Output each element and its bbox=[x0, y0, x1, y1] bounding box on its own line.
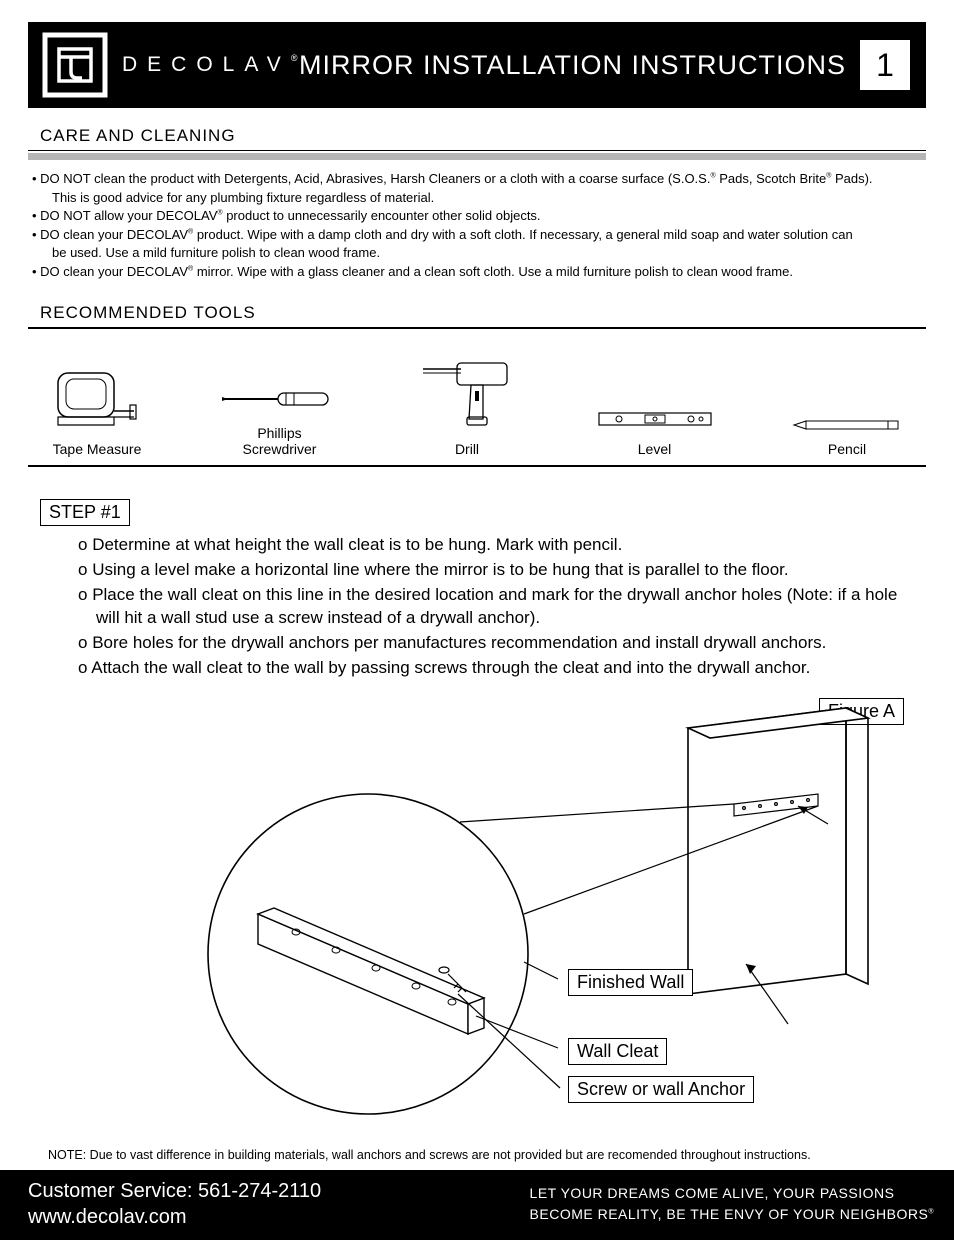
screwdriver-icon bbox=[220, 379, 340, 419]
tools-row: Tape Measure Phillips Screwdriver Dril bbox=[28, 339, 926, 465]
tool-screwdriver: Phillips Screwdriver bbox=[220, 379, 340, 457]
step-label: STEP #1 bbox=[40, 499, 130, 526]
tool-label: Pencil bbox=[792, 441, 902, 457]
drill-icon bbox=[417, 355, 517, 435]
page-title: MIRROR INSTALLATION INSTRUCTIONS bbox=[299, 50, 860, 81]
section-divider bbox=[28, 153, 926, 160]
tool-label: Level bbox=[595, 441, 715, 457]
tool-label: Phillips Screwdriver bbox=[220, 425, 340, 457]
footer-bar: Customer Service: 561-274-2110 www.decol… bbox=[0, 1170, 954, 1240]
tool-label: Tape Measure bbox=[52, 441, 142, 457]
tools-section-title: RECOMMENDED TOOLS bbox=[40, 303, 926, 323]
logo-block: DECOLAV® bbox=[28, 32, 297, 98]
care-item: DO NOT clean the product with Detergents… bbox=[28, 170, 922, 188]
figure-diagram bbox=[28, 694, 926, 1134]
step-items: Determine at what height the wall cleat … bbox=[28, 534, 926, 680]
care-item: DO clean your DECOLAV® mirror. Wipe with… bbox=[28, 263, 922, 281]
pencil-icon bbox=[792, 415, 902, 435]
care-item: DO clean your DECOLAV® product. Wipe wit… bbox=[28, 226, 922, 244]
level-icon bbox=[595, 405, 715, 435]
label-screw-anchor: Screw or wall Anchor bbox=[568, 1076, 754, 1103]
care-section-title: CARE AND CLEANING bbox=[40, 126, 926, 146]
step-item: Place the wall cleat on this line in the… bbox=[78, 584, 906, 630]
label-wall-cleat: Wall Cleat bbox=[568, 1038, 667, 1065]
website: www.decolav.com bbox=[28, 1204, 321, 1230]
tool-pencil: Pencil bbox=[792, 415, 902, 457]
tool-level: Level bbox=[595, 405, 715, 457]
tool-drill: Drill bbox=[417, 355, 517, 457]
label-finished-wall: Finished Wall bbox=[568, 969, 693, 996]
brand-text: DECOLAV® bbox=[122, 53, 297, 77]
step-item: Bore holes for the drywall anchors per m… bbox=[78, 632, 906, 655]
step-item: Attach the wall cleat to the wall by pas… bbox=[78, 657, 906, 680]
care-item: DO NOT allow your DECOLAV® product to un… bbox=[28, 207, 922, 225]
care-item: This is good advice for any plumbing fix… bbox=[28, 189, 922, 207]
care-item: be used. Use a mild furniture polish to … bbox=[28, 244, 922, 262]
footer-contact: Customer Service: 561-274-2110 www.decol… bbox=[28, 1178, 321, 1230]
step-item: Using a level make a horizontal line whe… bbox=[78, 559, 906, 582]
decolav-logo-icon bbox=[42, 32, 108, 98]
customer-service: Customer Service: 561-274-2110 bbox=[28, 1178, 321, 1204]
header-bar: DECOLAV® MIRROR INSTALLATION INSTRUCTION… bbox=[28, 22, 926, 108]
care-bullets: DO NOT clean the product with Detergents… bbox=[28, 170, 926, 285]
tape-measure-icon bbox=[52, 365, 142, 435]
footer-tagline: LET YOUR DREAMS COME ALIVE, YOUR PASSION… bbox=[530, 1183, 934, 1225]
note-text: NOTE: Due to vast difference in building… bbox=[48, 1148, 926, 1162]
page: DECOLAV® MIRROR INSTALLATION INSTRUCTION… bbox=[0, 0, 954, 1240]
tool-tape-measure: Tape Measure bbox=[52, 365, 142, 457]
page-number: 1 bbox=[860, 40, 910, 90]
step-item: Determine at what height the wall cleat … bbox=[78, 534, 906, 557]
tool-label: Drill bbox=[417, 441, 517, 457]
figure-a: Figure A bbox=[28, 694, 926, 1144]
